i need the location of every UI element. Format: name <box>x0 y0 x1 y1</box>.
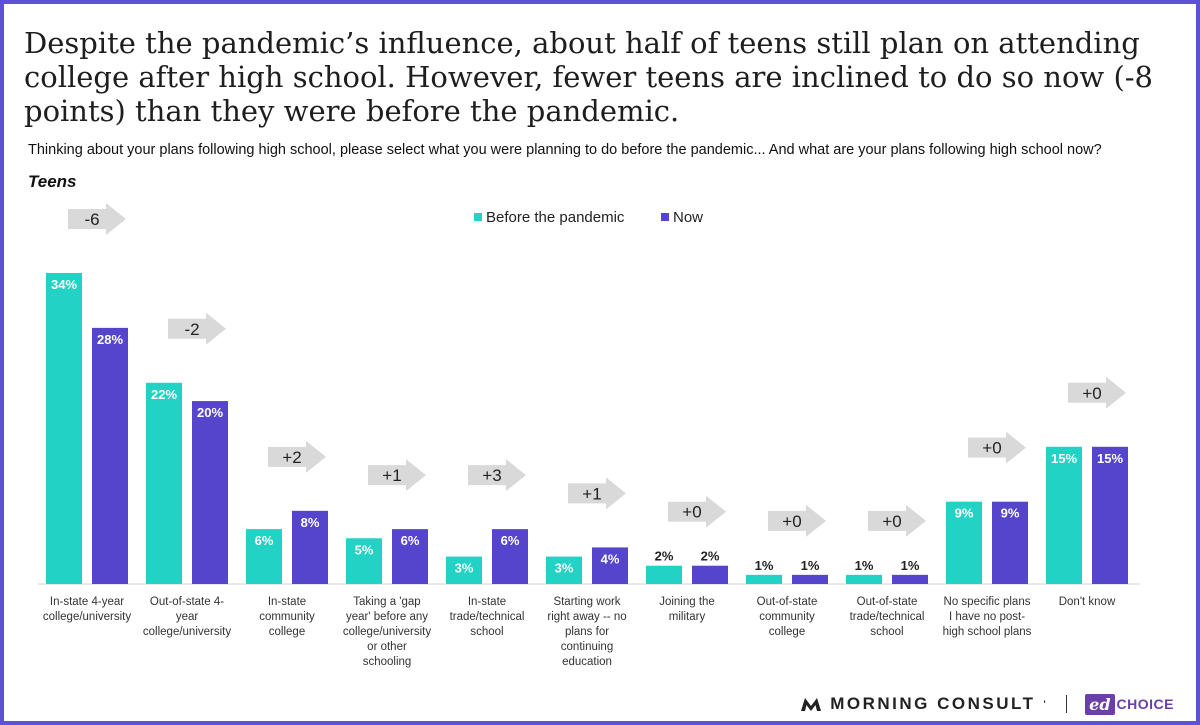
change-label: +1 <box>382 466 401 485</box>
bar-now <box>492 529 528 584</box>
bar-before <box>746 574 782 584</box>
edchoice-badge: ed <box>1085 693 1115 715</box>
value-label-before: 2% <box>655 549 674 564</box>
bar-now <box>892 574 928 584</box>
category-label: In-state trade/technical school <box>450 596 525 638</box>
value-label-now: 1% <box>901 558 920 573</box>
value-label-now: 20% <box>197 405 223 420</box>
category-label: Starting work right away -- no plans for co… <box>547 596 626 668</box>
value-label-now: 6% <box>401 533 420 548</box>
section-label: Teens <box>28 172 77 191</box>
bar-now <box>292 510 328 584</box>
change-label: +1 <box>582 484 601 503</box>
change-label: +0 <box>682 503 701 522</box>
footer-logos: MORNING CONSULT ' ed CHOICE <box>800 690 1174 718</box>
value-label-now: 1% <box>801 558 820 573</box>
bar-before <box>546 556 582 584</box>
category-label: Don't know <box>1059 596 1116 608</box>
change-label: -6 <box>84 210 99 229</box>
bar-now <box>1092 446 1128 584</box>
bar-before <box>346 538 382 584</box>
change-arrow <box>568 477 626 510</box>
value-label-before: 22% <box>151 387 177 402</box>
bar-now <box>192 401 228 584</box>
morning-consult-logo: MORNING CONSULT ' <box>800 694 1048 714</box>
bar-before <box>646 565 682 584</box>
category-label: Out-of-state trade/technical school <box>850 596 925 638</box>
value-label-before: 5% <box>355 542 374 557</box>
legend-label-0: Before the pandemic <box>486 209 625 226</box>
bar-before <box>146 382 182 584</box>
chart-title: Despite the pandemic’s influence, about … <box>24 26 1154 128</box>
value-label-before: 1% <box>755 558 774 573</box>
change-arrow <box>1068 376 1126 409</box>
category-label: Out-of-state community college <box>757 596 818 638</box>
bar-before <box>846 574 882 584</box>
morning-consult-name: MORNING CONSULT <box>830 694 1036 713</box>
change-arrow <box>768 504 826 537</box>
change-label: +0 <box>882 512 901 531</box>
value-label-before: 9% <box>955 506 974 521</box>
edchoice-logo: ed CHOICE <box>1085 693 1174 715</box>
chart-subtitle: Thinking about your plans following high… <box>28 142 1102 158</box>
bar-now <box>692 565 728 584</box>
bar-before <box>246 529 282 584</box>
bar-before <box>46 273 82 584</box>
chart-legend: Before the pandemic Now <box>474 209 703 226</box>
category-label: Taking a 'gap year' before any college/uni… <box>343 596 431 668</box>
bar-now <box>792 574 828 584</box>
category-label: No specific plans I have no post-high sch… <box>943 596 1032 638</box>
value-label-now: 15% <box>1097 451 1123 466</box>
change-label: +0 <box>1082 384 1101 403</box>
value-label-before: 15% <box>1051 451 1077 466</box>
legend-label-1: Now <box>673 209 703 226</box>
bar-before <box>446 556 482 584</box>
edchoice-name: CHOICE <box>1116 696 1174 712</box>
value-label-now: 28% <box>97 332 123 347</box>
category-label: In-state community college <box>259 596 315 638</box>
bar-now <box>592 547 628 584</box>
value-label-now: 2% <box>701 549 720 564</box>
category-label: Joining the military <box>659 596 715 623</box>
category-label: Out-of-state 4-year college/university <box>143 596 231 638</box>
change-arrow <box>168 312 226 345</box>
legend-swatch-0 <box>474 213 482 221</box>
change-arrow <box>268 440 326 473</box>
change-arrow <box>68 203 126 235</box>
category-label: In-state 4-year college/university <box>43 596 131 623</box>
value-label-before: 6% <box>255 533 274 548</box>
change-arrow <box>368 459 426 492</box>
change-label: +2 <box>282 448 301 467</box>
value-label-now: 8% <box>301 515 320 530</box>
change-label: -2 <box>184 320 199 339</box>
change-label: +3 <box>482 466 501 485</box>
change-label: +0 <box>982 439 1001 458</box>
bar-now <box>392 529 428 584</box>
value-label-now: 6% <box>501 533 520 548</box>
change-arrow <box>468 459 526 492</box>
value-label-now: 4% <box>601 551 620 566</box>
change-arrow <box>868 504 926 537</box>
morning-consult-mark-icon <box>801 698 822 711</box>
logo-separator <box>1066 695 1068 713</box>
value-label-before: 34% <box>51 277 77 292</box>
legend-swatch-1 <box>661 213 669 221</box>
value-label-now: 9% <box>1001 506 1020 521</box>
value-label-before: 1% <box>855 558 874 573</box>
bar-before <box>946 501 982 584</box>
bar-before <box>1046 446 1082 584</box>
bar-now <box>992 501 1028 584</box>
value-label-before: 3% <box>555 561 574 576</box>
change-label: +0 <box>782 512 801 531</box>
change-arrow <box>668 495 726 528</box>
change-arrow <box>968 431 1026 464</box>
value-label-before: 3% <box>455 561 474 576</box>
bar-now <box>92 327 128 584</box>
